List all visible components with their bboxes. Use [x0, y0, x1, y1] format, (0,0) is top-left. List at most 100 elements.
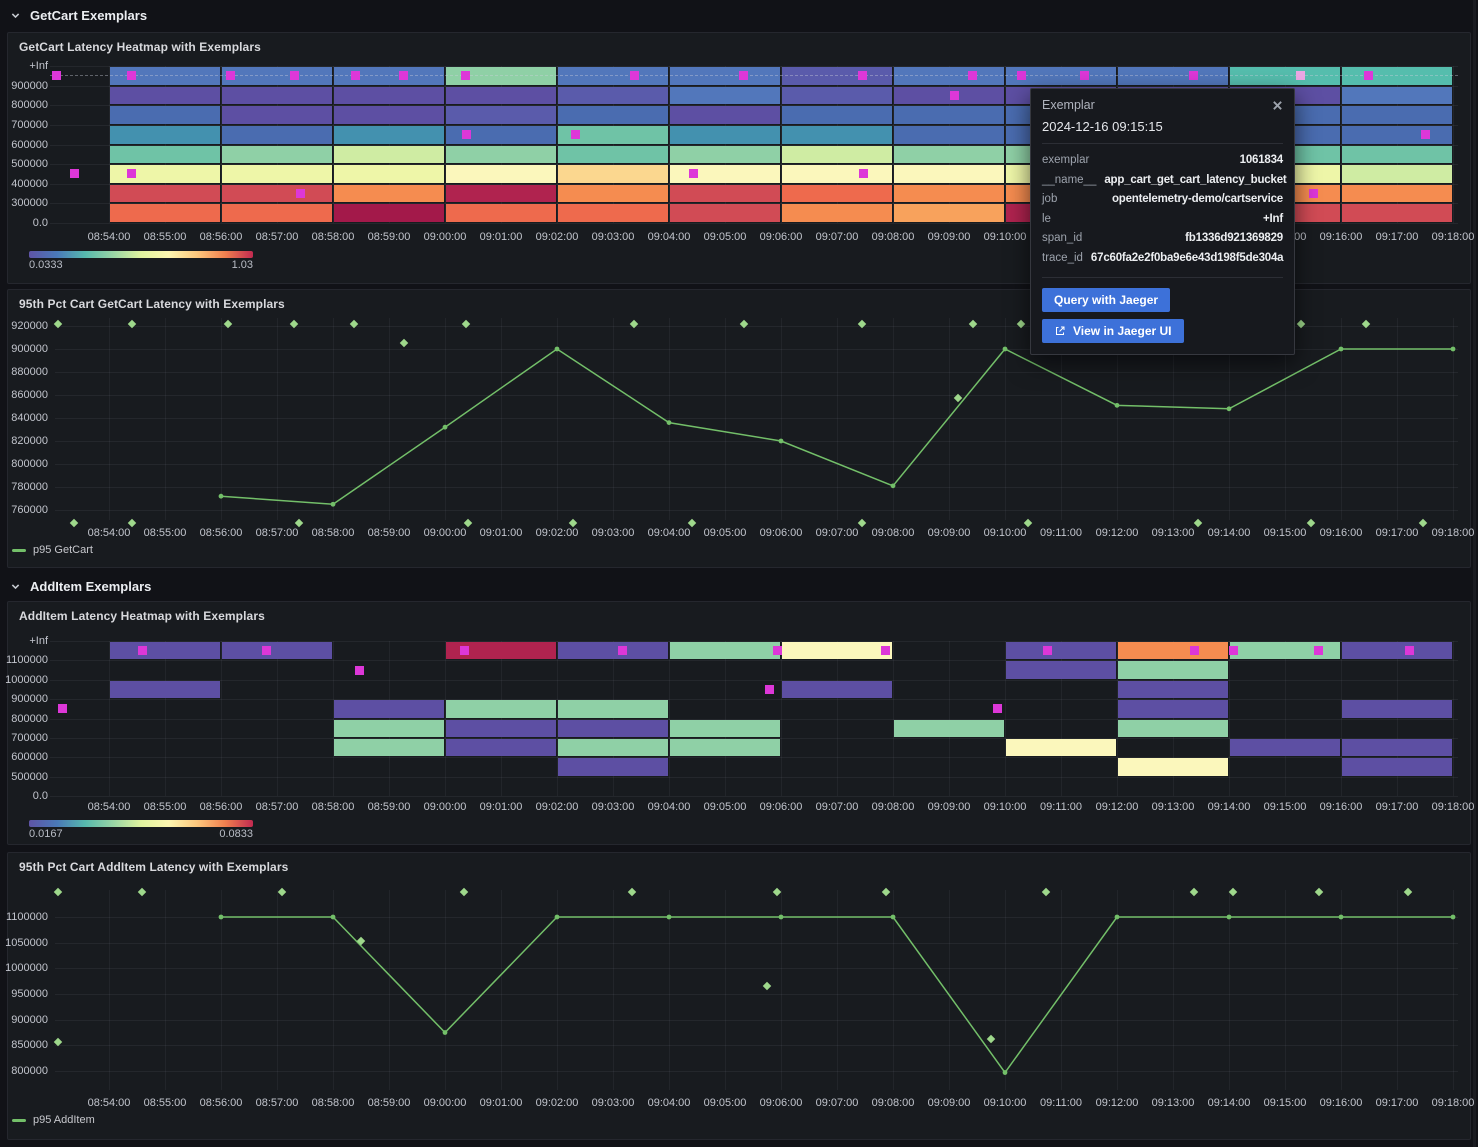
heatmap-cell[interactable]	[446, 145, 556, 164]
exemplar-marker[interactable]	[571, 130, 581, 140]
heatmap-cell[interactable]	[1342, 184, 1452, 203]
exemplar-marker[interactable]	[772, 646, 782, 656]
exemplar-marker[interactable]	[993, 704, 1003, 714]
exemplar-marker[interactable]	[138, 646, 148, 656]
heatmap-cell[interactable]	[558, 145, 668, 164]
exemplar-diamond[interactable]	[399, 339, 409, 348]
heatmap-cell[interactable]	[670, 165, 780, 183]
heatmap-cell[interactable]	[222, 145, 332, 164]
heatmap-cell[interactable]	[110, 184, 220, 203]
query-with-jaeger-button[interactable]: Query with Jaeger	[1042, 288, 1171, 312]
exemplar-marker[interactable]	[1189, 646, 1199, 656]
row-header-additem-exemplars[interactable]: AddItem Exemplars	[0, 573, 1478, 599]
exemplar-marker[interactable]	[126, 71, 136, 81]
heatmap-cell[interactable]	[1118, 67, 1228, 85]
heatmap-cell[interactable]	[782, 125, 892, 144]
heatmap-cell[interactable]	[1006, 738, 1116, 757]
heatmap-cell[interactable]	[558, 184, 668, 203]
heatmap-cell[interactable]	[782, 145, 892, 164]
exemplar-diamond[interactable]	[1403, 888, 1413, 897]
heatmap-cell[interactable]	[782, 642, 892, 660]
heatmap-cell[interactable]	[334, 106, 444, 124]
exemplar-diamond[interactable]	[986, 1034, 996, 1044]
exemplar-marker[interactable]	[354, 665, 364, 675]
heatmap-cell[interactable]	[1118, 642, 1228, 660]
exemplar-diamond[interactable]	[53, 888, 62, 897]
heatmap-cell[interactable]	[222, 67, 332, 85]
heatmap-cell[interactable]	[894, 204, 1004, 222]
exemplar-diamond[interactable]	[459, 888, 468, 897]
heatmap-cell[interactable]	[1006, 642, 1116, 660]
row-header-getcart-exemplars[interactable]: GetCart Exemplars	[0, 2, 1478, 28]
heatmap-cell[interactable]	[1230, 67, 1340, 85]
heatmap-cell[interactable]	[670, 125, 780, 144]
heatmap-cell[interactable]	[110, 204, 220, 222]
heatmap-cell[interactable]	[222, 184, 332, 203]
heatmap-cell[interactable]	[782, 680, 892, 699]
heatmap-cell[interactable]	[894, 165, 1004, 183]
heatmap-cell[interactable]	[446, 184, 556, 203]
heatmap-cell[interactable]	[446, 86, 556, 105]
heatmap-cell[interactable]	[1342, 145, 1452, 164]
heatmap-cell[interactable]	[334, 67, 444, 85]
heatmap-cell[interactable]	[110, 106, 220, 124]
heatmap-cell[interactable]	[894, 145, 1004, 164]
heatmap-cell[interactable]	[894, 184, 1004, 203]
heatmap-cell[interactable]	[1118, 719, 1228, 737]
exemplar-diamond[interactable]	[881, 888, 890, 897]
exemplar-marker[interactable]	[1042, 646, 1052, 656]
heatmap-cell[interactable]	[894, 106, 1004, 124]
heatmap-cell[interactable]	[446, 700, 556, 718]
heatmap-cell[interactable]	[334, 700, 444, 718]
heatmap-cell[interactable]	[558, 700, 668, 718]
heatmap-cell[interactable]	[1342, 106, 1452, 124]
exemplar-marker[interactable]	[1229, 646, 1239, 656]
exemplar-marker[interactable]	[461, 130, 471, 140]
exemplar-marker[interactable]	[739, 71, 749, 81]
exemplar-diamond[interactable]	[627, 888, 636, 897]
exemplar-marker[interactable]	[1309, 189, 1319, 199]
heatmap-cell[interactable]	[222, 106, 332, 124]
heatmap-cell[interactable]	[1342, 738, 1452, 757]
exemplar-marker[interactable]	[1017, 71, 1027, 81]
heatmap-cell[interactable]	[334, 125, 444, 144]
exemplar-marker[interactable]	[617, 646, 627, 656]
heatmap-cell[interactable]	[782, 106, 892, 124]
heatmap-cell[interactable]	[782, 86, 892, 105]
exemplar-marker[interactable]	[290, 71, 300, 81]
scrollbar[interactable]	[1473, 0, 1476, 1147]
heatmap-cell[interactable]	[1342, 642, 1452, 660]
panel-title[interactable]: GetCart Latency Heatmap with Exemplars	[19, 40, 261, 54]
exemplar-marker[interactable]	[126, 169, 136, 179]
heatmap-cell[interactable]	[670, 106, 780, 124]
heatmap-cell[interactable]	[782, 165, 892, 183]
exemplar-diamond[interactable]	[762, 981, 772, 991]
heatmap-cell[interactable]	[670, 86, 780, 105]
heatmap-cell[interactable]	[558, 719, 668, 737]
heatmap-cell[interactable]	[446, 719, 556, 737]
exemplar-marker[interactable]	[858, 169, 868, 179]
heatmap-cell[interactable]	[558, 165, 668, 183]
heatmap-cell[interactable]	[670, 642, 780, 660]
heatmap-cell[interactable]	[334, 719, 444, 737]
heatmap-cell[interactable]	[446, 738, 556, 757]
heatmap-cell[interactable]	[1342, 204, 1452, 222]
heatmap-cell[interactable]	[558, 758, 668, 776]
heatmap-cell[interactable]	[1118, 700, 1228, 718]
heatmap-cell[interactable]	[1342, 86, 1452, 105]
exemplar-marker[interactable]	[57, 704, 67, 714]
heatmap-cell[interactable]	[782, 204, 892, 222]
exemplar-marker[interactable]	[1404, 646, 1414, 656]
exemplar-marker[interactable]	[967, 71, 977, 81]
exemplar-marker[interactable]	[460, 646, 470, 656]
exemplar-marker[interactable]	[225, 71, 235, 81]
heatmap-cell[interactable]	[110, 86, 220, 105]
heatmap-cell[interactable]	[1342, 758, 1452, 776]
exemplar-diamond[interactable]	[1190, 888, 1199, 897]
heatmap-cell[interactable]	[334, 86, 444, 105]
heatmap-cell[interactable]	[558, 738, 668, 757]
exemplar-marker[interactable]	[1314, 646, 1324, 656]
heatmap-cell[interactable]	[334, 165, 444, 183]
exemplar-diamond[interactable]	[1193, 518, 1203, 528]
exemplar-marker[interactable]	[69, 169, 79, 179]
